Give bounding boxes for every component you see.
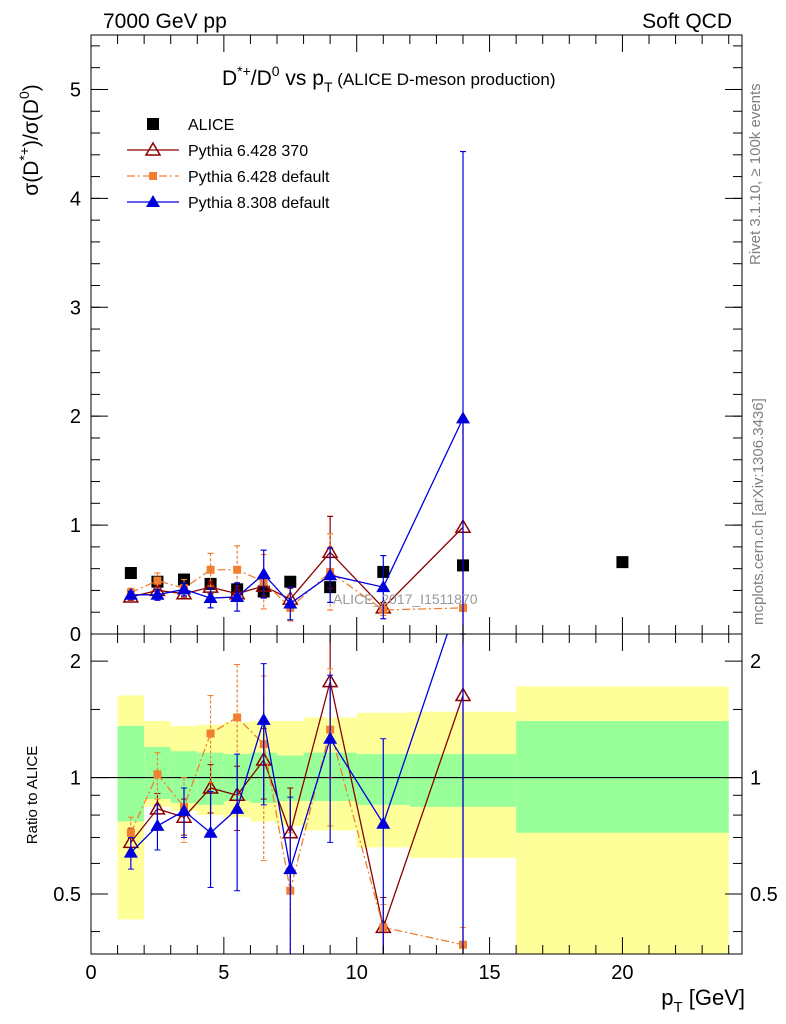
main-data-point: [283, 596, 298, 609]
main-series-3: [123, 150, 470, 635]
legend-marker: [147, 118, 159, 130]
ratio-data-point: [153, 770, 162, 779]
header-left: 7000 GeV pp: [103, 10, 227, 33]
ratio-data-point: [233, 713, 242, 722]
main-y-tick-label: 3: [70, 297, 81, 319]
main-data-point: [123, 587, 138, 600]
legend-marker: [146, 195, 160, 207]
legend-label: ALICE: [188, 117, 234, 134]
x-tick-label: 20: [611, 962, 633, 984]
ratio-data-point: [203, 825, 218, 838]
main-data-point: [177, 582, 191, 595]
main-y-tick-label: 1: [70, 515, 81, 537]
ratio-y-tick-label-left: 1: [70, 768, 81, 790]
main-y-tick-label: 0: [70, 624, 81, 646]
ratio-data-point: [126, 828, 135, 837]
legend-label: Pythia 8.308 default: [188, 195, 330, 212]
mcplots-label: mcplots.cern.ch [arXiv:1306.3436]: [750, 398, 767, 625]
main-data-point: [284, 575, 297, 588]
ratio-y-tick-label-right: 0.5: [750, 884, 778, 906]
x-tick-label: 15: [478, 962, 500, 984]
main-data-point: [376, 580, 391, 593]
main-y-tick-label: 5: [70, 79, 81, 101]
ratio-plot-frame: [90, 633, 743, 955]
x-tick-label: 0: [85, 962, 96, 984]
chart-title-note: (ALICE D-meson production): [333, 70, 556, 89]
main-series-line: [130, 418, 464, 605]
ratio-data-point: [323, 731, 338, 744]
main-data-point: [233, 565, 242, 574]
main-data-point: [150, 587, 165, 600]
ratio-stat-uncertainty-band: [117, 725, 145, 822]
legend-marker: [149, 172, 157, 180]
ratio-series-line: [130, 634, 448, 870]
main-series-2: [126, 533, 467, 622]
main-data-point: [456, 411, 470, 424]
legend-label: Pythia 6.428 370: [188, 143, 308, 160]
ratio-data-point: [376, 816, 391, 829]
main-data-point: [203, 591, 218, 604]
ratio-data-point: [256, 712, 271, 725]
ratio-y-tick-label-left: 0.5: [53, 884, 81, 906]
ratio-data-point: [230, 801, 245, 814]
main-y-axis-label: σ(D*+)/σ(D0): [16, 84, 43, 196]
main-data-point: [256, 567, 271, 580]
main-y-tick-label: 4: [70, 188, 81, 210]
x-tick-label: 10: [346, 962, 368, 984]
main-data-point: [323, 568, 338, 581]
x-tick-label: 5: [218, 962, 229, 984]
main-data-point: [206, 565, 215, 574]
ratio-data-point: [123, 845, 138, 858]
ratio-data-point: [206, 729, 215, 738]
legend-label: Pythia 6.428 default: [188, 169, 330, 186]
ratio-series-2: [123, 634, 464, 954]
main-data-point: [616, 556, 629, 569]
ratio-data-point: [283, 862, 298, 875]
main-data-point: [124, 567, 137, 580]
main-data-point: [230, 589, 245, 602]
ratio-series-line: [130, 716, 464, 946]
ratio-y-axis-label: Ratio to ALICE: [24, 746, 41, 844]
ratio-y-tick-label-right: 1: [750, 768, 761, 790]
chart-title: D*+/D0 vs pT (ALICE D-meson production): [222, 63, 556, 95]
ratio-y-tick-label-right: 2: [750, 651, 761, 673]
main-series-line: [130, 569, 464, 611]
rivet-label: Rivet 3.1.10, ≥ 100k events: [747, 83, 764, 265]
legend: ALICE Pythia 6.428 370 Pythia 6.428 defaul…: [127, 117, 330, 212]
ratio-data-point: [177, 803, 191, 816]
ratio-stat-uncertainty-band: [516, 721, 729, 833]
legend-marker: [144, 141, 162, 156]
ratio-data-point: [150, 818, 165, 831]
ratio-y-tick-label-left: 2: [70, 651, 81, 673]
main-data-point: [153, 576, 162, 585]
ratio-series-line: [130, 681, 464, 930]
watermark: ALICE_2017_I1511870: [333, 591, 478, 607]
x-axis-label: pT [GeV]: [661, 985, 745, 1016]
header-right: Soft QCD: [642, 10, 732, 33]
main-y-tick-label: 2: [70, 406, 81, 428]
